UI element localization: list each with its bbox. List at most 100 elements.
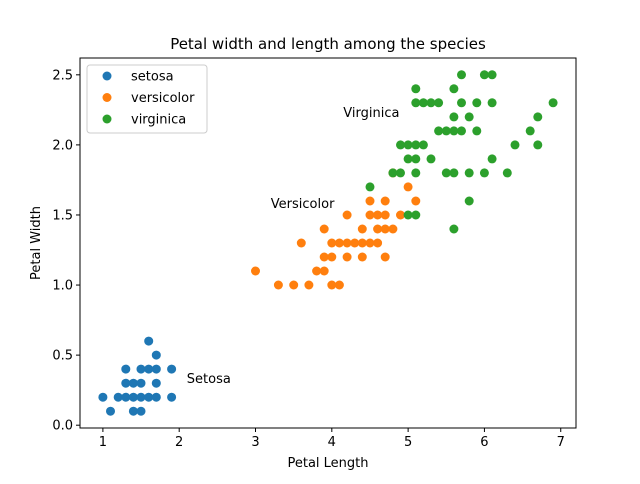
x-tick-label: 1 bbox=[99, 435, 107, 450]
data-point-setosa bbox=[151, 378, 161, 388]
data-point-setosa bbox=[167, 392, 177, 402]
data-point-versicolor bbox=[319, 224, 329, 234]
data-point-virginica bbox=[510, 140, 520, 150]
x-axis-ticks: 1 2 3 4 5 6 7 bbox=[99, 428, 565, 450]
data-point-versicolor bbox=[357, 238, 367, 248]
data-point-versicolor bbox=[319, 252, 329, 262]
annotation-label: Setosa bbox=[187, 372, 231, 387]
y-tick-label: 1.0 bbox=[52, 279, 73, 294]
data-point-virginica bbox=[479, 70, 489, 80]
data-point-setosa bbox=[128, 378, 138, 388]
data-point-versicolor bbox=[342, 238, 352, 248]
data-point-virginica bbox=[365, 182, 375, 192]
data-point-virginica bbox=[411, 168, 421, 178]
data-point-versicolor bbox=[342, 210, 352, 220]
plot-area-frame bbox=[79, 57, 577, 429]
y-axis-label: Petal Width bbox=[29, 206, 44, 280]
data-point-versicolor bbox=[373, 224, 383, 234]
data-point-versicolor bbox=[396, 210, 405, 220]
data-point-virginica bbox=[502, 168, 512, 178]
data-point-virginica bbox=[487, 154, 497, 164]
data-point-virginica bbox=[487, 98, 497, 108]
x-tick-label: 2 bbox=[175, 435, 183, 450]
data-point-versicolor bbox=[342, 252, 352, 262]
data-point-virginica bbox=[403, 140, 413, 150]
y-tick-label: 0.5 bbox=[52, 349, 73, 364]
data-point-virginica bbox=[396, 140, 405, 150]
data-point-virginica bbox=[487, 70, 497, 80]
data-point-virginica bbox=[479, 168, 489, 178]
legend-label: virginica bbox=[131, 113, 186, 128]
data-point-versicolor bbox=[334, 280, 344, 290]
data-point-versicolor bbox=[380, 210, 390, 220]
data-point-setosa bbox=[151, 364, 161, 374]
data-point-virginica bbox=[525, 126, 535, 136]
data-point-virginica bbox=[472, 98, 482, 108]
legend: setosa versicolor virginica bbox=[86, 64, 208, 134]
data-point-virginica bbox=[411, 84, 421, 94]
data-point-versicolor bbox=[380, 224, 390, 234]
data-point-virginica bbox=[449, 168, 459, 178]
data-point-virginica bbox=[548, 98, 558, 108]
data-point-virginica bbox=[449, 112, 459, 122]
data-point-setosa bbox=[136, 406, 146, 416]
data-point-versicolor bbox=[327, 280, 337, 290]
data-point-virginica bbox=[426, 98, 436, 108]
data-point-virginica bbox=[418, 140, 428, 150]
data-point-versicolor bbox=[289, 280, 299, 290]
data-point-setosa bbox=[167, 364, 177, 374]
y-tick-label: 2.5 bbox=[52, 68, 73, 83]
data-point-setosa bbox=[106, 406, 115, 416]
data-point-virginica bbox=[411, 98, 421, 108]
data-point-versicolor bbox=[357, 252, 367, 262]
data-point-versicolor bbox=[403, 182, 413, 192]
data-point-setosa bbox=[121, 378, 131, 388]
data-point-setosa bbox=[121, 364, 131, 374]
data-point-setosa bbox=[128, 392, 138, 402]
data-point-virginica bbox=[388, 168, 398, 178]
legend-label: versicolor bbox=[131, 91, 195, 106]
legend-marker-setosa bbox=[102, 71, 112, 81]
legend-marker-versicolor bbox=[102, 93, 112, 102]
data-point-virginica bbox=[411, 210, 421, 220]
data-point-versicolor bbox=[334, 238, 344, 248]
data-point-virginica bbox=[449, 224, 459, 234]
data-point-setosa bbox=[144, 336, 154, 346]
data-point-versicolor bbox=[327, 252, 337, 262]
chart-title: Petal width and length among the species bbox=[170, 35, 486, 53]
data-point-virginica bbox=[434, 126, 444, 136]
data-point-virginica bbox=[464, 196, 474, 206]
data-point-versicolor bbox=[357, 224, 367, 234]
data-point-setosa bbox=[136, 378, 146, 388]
data-point-versicolor bbox=[327, 238, 337, 248]
data-point-virginica bbox=[418, 98, 428, 108]
data-point-versicolor bbox=[350, 238, 360, 248]
data-point-versicolor bbox=[273, 280, 283, 290]
data-point-versicolor bbox=[373, 210, 383, 220]
data-point-virginica bbox=[449, 126, 459, 136]
x-tick-label: 3 bbox=[251, 435, 259, 450]
data-point-virginica bbox=[434, 98, 444, 108]
legend-box bbox=[86, 64, 208, 134]
data-point-virginica bbox=[457, 126, 466, 136]
data-point-setosa bbox=[144, 364, 154, 374]
data-point-setosa bbox=[144, 392, 154, 402]
points-layer bbox=[98, 70, 558, 416]
annotation-label: Versicolor bbox=[271, 197, 335, 212]
x-tick-label: 6 bbox=[480, 435, 488, 450]
y-axis-ticks: 0.0 0.5 1.0 1.5 2.0 2.5 bbox=[52, 68, 80, 434]
data-point-versicolor bbox=[312, 266, 322, 276]
data-point-versicolor bbox=[365, 238, 375, 248]
data-point-setosa bbox=[136, 364, 146, 374]
data-point-versicolor bbox=[296, 238, 306, 248]
data-point-versicolor bbox=[251, 266, 260, 276]
data-point-virginica bbox=[411, 154, 421, 164]
data-point-versicolor bbox=[411, 196, 421, 206]
data-point-virginica bbox=[403, 210, 413, 220]
data-point-virginica bbox=[472, 126, 482, 136]
data-point-virginica bbox=[464, 168, 474, 178]
data-point-versicolor bbox=[373, 238, 383, 248]
data-point-virginica bbox=[441, 126, 451, 136]
x-axis-label: Petal Length bbox=[287, 456, 368, 471]
data-point-virginica bbox=[449, 84, 459, 94]
